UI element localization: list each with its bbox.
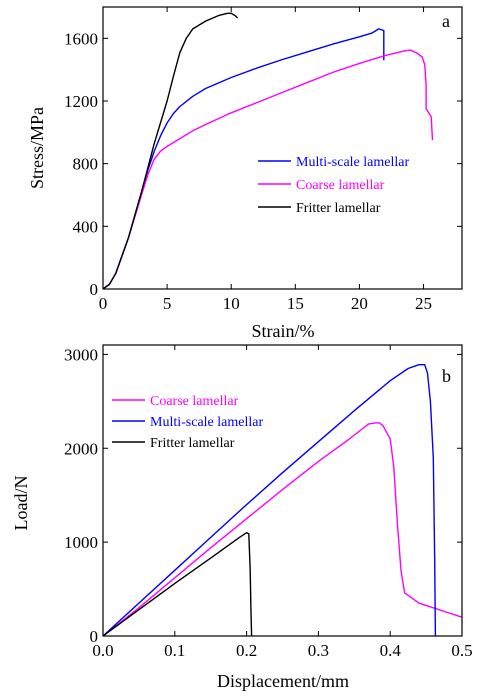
- panel-a-plot-frame: [102, 6, 463, 290]
- panel-b-ytick-label: 1000: [64, 533, 98, 552]
- panel-a-ytick-label: 1200: [64, 92, 98, 111]
- panel-a-xlabel: Strain/%: [252, 321, 315, 341]
- panel-a-ytick-label: 1600: [64, 29, 98, 48]
- panel-a-xtick-label: 0: [99, 294, 108, 313]
- panel-a-series-group: [102, 12, 434, 290]
- panel-b-legend: Coarse lamellar Multi-scale lamellar Fri…: [112, 394, 263, 451]
- panel-a-xtick-label: 15: [287, 294, 304, 313]
- panel-b-xtick-label: 0.4: [380, 641, 402, 660]
- panel-a-ytick-label: 400: [73, 217, 99, 236]
- panel-a-ylabel: Stress/MPa: [27, 107, 47, 189]
- panel-b-ytick-label: 3000: [64, 345, 98, 364]
- legend-a-label-multiscale: Multi-scale lamellar: [296, 155, 409, 170]
- panel-b-series-fritter-lamellar: [102, 532, 253, 637]
- legend-a-label-fritter: Fritter lamellar: [296, 201, 381, 216]
- panel-b-xlabel: Displacement/mm: [217, 671, 349, 691]
- panel-a-ticks-group: 0 5 10 15 20 25 0 400 800 1200 1600: [64, 7, 462, 313]
- panel-b-ylabel: Load/N: [11, 476, 31, 531]
- panel-a-legend: Multi-scale lamellar Coarse lamellar Fri…: [258, 155, 409, 216]
- panel-b-series-multi-scale-lamellar: [102, 364, 437, 637]
- panel-b-xtick-label: 0.3: [308, 641, 329, 660]
- panel-a-xtick-label: 25: [415, 294, 432, 313]
- panel-b-letter: b: [442, 366, 451, 386]
- panel-b-plot-frame: [102, 344, 463, 637]
- panel-b-series-group: [102, 364, 463, 637]
- panel-a-ytick-label: 800: [73, 155, 99, 174]
- panel-a-ytick-label: 0: [90, 280, 99, 299]
- panel-a: 0 5 10 15 20 25 0 400 800 1200 1600 a Strain/% Str…: [27, 6, 463, 341]
- panel-b-xtick-label: 0.5: [451, 641, 472, 660]
- legend-b-label-coarse: Coarse lamellar: [150, 394, 239, 409]
- panel-a-series-fritter-lamellar: [102, 12, 239, 290]
- panel-a-xtick-label: 10: [223, 294, 240, 313]
- panel-b-xtick-label: 0.1: [164, 641, 185, 660]
- legend-a-label-coarse: Coarse lamellar: [296, 178, 385, 193]
- legend-b-label-fritter: Fritter lamellar: [150, 436, 235, 451]
- panel-b-xtick-label: 0.2: [236, 641, 257, 660]
- legend-b-label-multiscale: Multi-scale lamellar: [150, 415, 263, 430]
- panel-a-series-coarse-lamellar: [102, 49, 434, 290]
- panel-a-xtick-label: 5: [163, 294, 172, 313]
- panel-b-ytick-label: 2000: [64, 439, 98, 458]
- panel-b: 0.0 0.1 0.2 0.3 0.4 0.5 0 1000 2000 3000 b Displa…: [11, 344, 473, 691]
- panel-a-letter: a: [442, 11, 450, 31]
- panel-b-series-coarse-lamellar: [102, 422, 463, 637]
- panel-b-ytick-label: 0: [90, 627, 99, 646]
- panel-a-xtick-label: 20: [351, 294, 368, 313]
- panel-b-ticks-group: 0.0 0.1 0.2 0.3 0.4 0.5 0 1000 2000 3000: [64, 345, 473, 660]
- panel-b-xtick-label: 0.0: [92, 641, 113, 660]
